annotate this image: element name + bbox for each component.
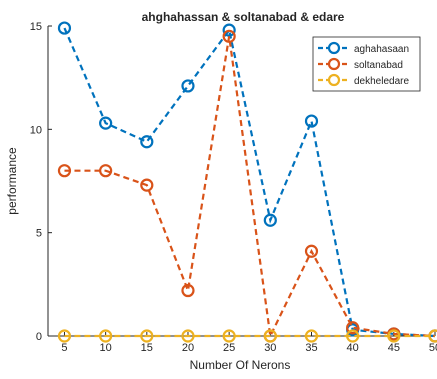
y-axis-label: performance bbox=[5, 147, 19, 215]
x-tick-label: 10 bbox=[100, 342, 112, 354]
chart-title: ahghahassan & soltanabad & edare bbox=[142, 10, 345, 24]
legend: aghahasaan soltanabad dekheledare bbox=[313, 37, 420, 91]
x-tick-label: 30 bbox=[264, 342, 276, 354]
legend-label: soltanabad bbox=[354, 60, 403, 71]
y-tick-label: 5 bbox=[36, 228, 42, 240]
legend-label: aghahasaan bbox=[354, 44, 409, 55]
x-tick-label: 45 bbox=[388, 342, 400, 354]
legend-item: dekheledare bbox=[318, 75, 409, 87]
x-tick-label: 25 bbox=[223, 342, 235, 354]
legend-marker bbox=[329, 59, 339, 69]
x-tick-label: 40 bbox=[347, 342, 359, 354]
legend-marker bbox=[329, 75, 339, 85]
legend-item: aghahasaan bbox=[318, 43, 409, 55]
x-tick-label: 5 bbox=[61, 342, 67, 354]
x-tick-label: 15 bbox=[141, 342, 153, 354]
x-tick-label: 50 bbox=[429, 342, 437, 354]
y-tick-label: 15 bbox=[30, 21, 42, 33]
x-tick-label: 35 bbox=[305, 342, 317, 354]
y-tick-label: 0 bbox=[36, 331, 42, 343]
legend-label: dekheledare bbox=[354, 76, 409, 87]
y-tick-label: 10 bbox=[30, 124, 42, 136]
x-tick-label: 20 bbox=[182, 342, 194, 354]
legend-marker bbox=[329, 43, 339, 53]
x-axis-label: Number Of Nerons bbox=[190, 358, 291, 372]
